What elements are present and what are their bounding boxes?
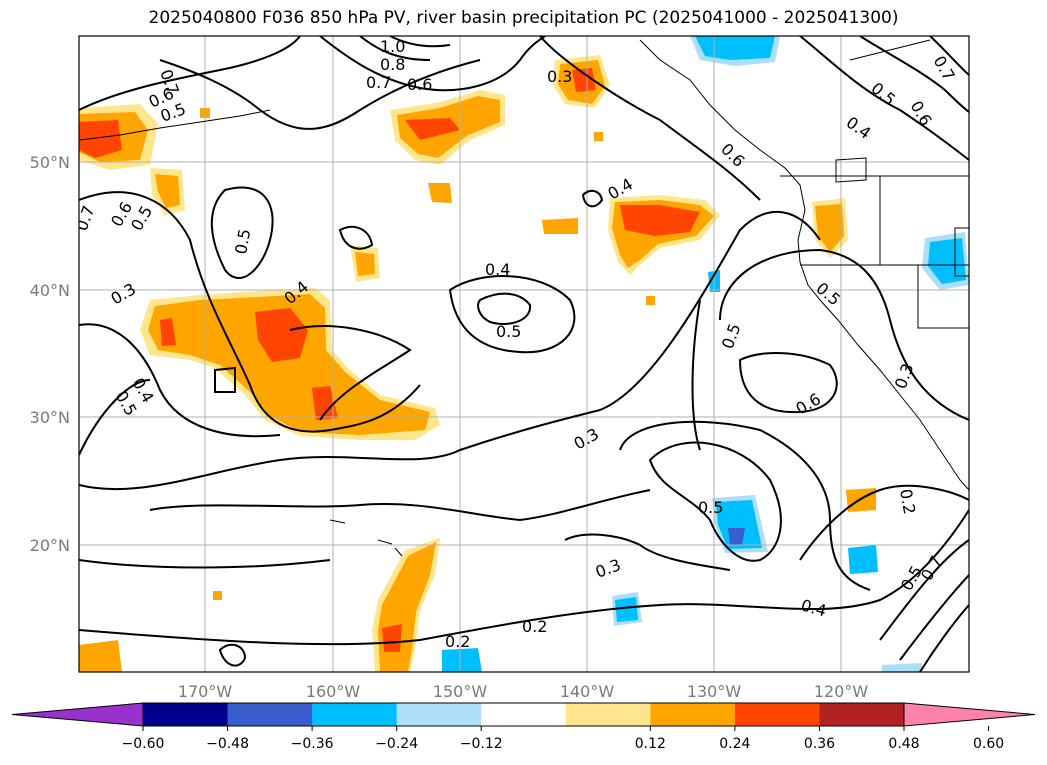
colorbar-cell <box>143 703 229 726</box>
lon-label: 150°W <box>433 682 488 701</box>
colorbar-cell <box>565 703 651 726</box>
contour-label: 1.0 <box>380 37 405 56</box>
colorbar-tick-label: −0.48 <box>206 736 249 752</box>
colorbar-tick-label: −0.24 <box>375 736 418 752</box>
lon-label: 120°W <box>814 682 869 701</box>
contour-label: 0.5 <box>231 227 254 255</box>
colorbar-tick-label: −0.36 <box>291 736 334 752</box>
contour-label: 0.2 <box>896 487 919 515</box>
colorbar-tick-label: 0.60 <box>973 736 1004 752</box>
graticule <box>79 36 969 672</box>
contour-label: 0.4 <box>485 260 510 279</box>
colorbar-cell <box>481 703 567 726</box>
contour-label: 0.8 <box>380 55 405 74</box>
colorbar-tick-label: −0.60 <box>122 736 165 752</box>
colorbar-cell <box>734 703 820 726</box>
map-frame <box>78 35 970 673</box>
colorbar-tick-label: 0.48 <box>888 736 919 752</box>
colorbar-extend-max <box>903 702 1036 727</box>
lat-label: 50°N <box>30 153 70 172</box>
map-plot-area: 0.7 1.0 0.8 0.7 0.6 0.6 0.5 0.7 0.6 0.5 … <box>79 36 969 672</box>
colorbar-tick-label: −0.12 <box>460 736 503 752</box>
colorbar-cell <box>650 703 736 726</box>
lat-label: 40°N <box>30 281 70 300</box>
contour-label: 0.7 <box>366 73 391 92</box>
lat-label: 30°N <box>30 408 70 427</box>
contour-label: 0.5 <box>496 322 521 341</box>
longitude-labels: 170°W 160°W 150°W 140°W 130°W 120°W <box>178 682 869 701</box>
colorbar-cell <box>396 703 482 726</box>
lon-label: 170°W <box>178 682 233 701</box>
contour-label: 0.5 <box>698 498 723 517</box>
coastlines <box>79 39 969 557</box>
contour-label: 0.2 <box>522 617 547 636</box>
colorbar: −0.60 −0.48 −0.36 −0.24 −0.12 0.12 0.24 0.36 0.4… <box>11 702 1036 752</box>
lon-label: 140°W <box>560 682 615 701</box>
contour-label: 0.6 <box>407 75 432 94</box>
colorbar-tick-label: 0.12 <box>635 736 666 752</box>
colorbar-frame <box>142 702 905 727</box>
colorbar-cell <box>312 703 398 726</box>
lat-label: 20°N <box>30 536 70 555</box>
latitude-labels: 50°N 40°N 30°N 20°N <box>30 153 70 555</box>
colorbar-extend-min <box>11 702 144 727</box>
colorbar-cell <box>227 703 313 726</box>
lon-label: 160°W <box>306 682 361 701</box>
map-title: 2025040800 F036 850 hPa PV, river basin … <box>148 8 899 28</box>
pv-contours <box>79 36 969 672</box>
colorbar-tick-label: 0.36 <box>804 736 835 752</box>
contour-label: 0.2 <box>445 632 470 651</box>
lon-label: 130°W <box>687 682 742 701</box>
colorbar-cell <box>819 703 905 726</box>
colorbar-tick-label: 0.24 <box>719 736 750 752</box>
contour-label: 0.3 <box>547 67 572 86</box>
precip-shading <box>79 36 969 672</box>
